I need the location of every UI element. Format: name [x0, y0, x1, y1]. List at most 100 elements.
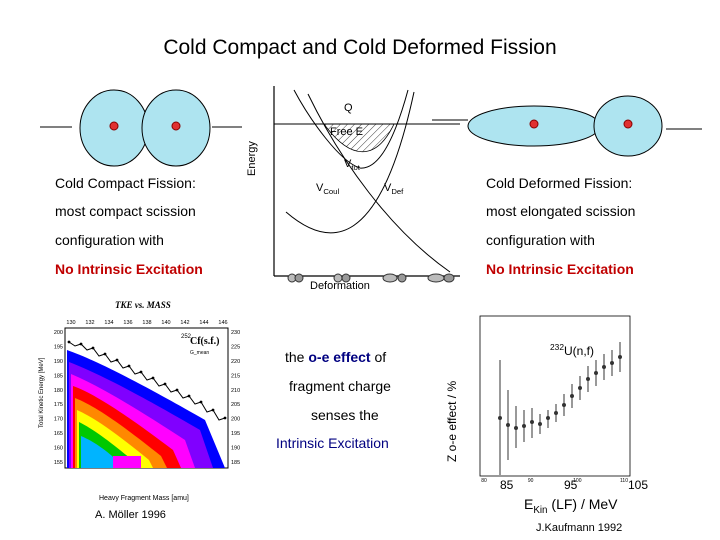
center-suffix: of [370, 349, 387, 365]
tke-y-ticks-right: 230 225 220 215 210 205 200 195 190 185 [231, 330, 240, 466]
oe-credit: J.Kaufmann 1992 [536, 522, 623, 534]
tke-y-tick: 185 [54, 373, 63, 379]
deformed-dot-2 [623, 119, 633, 129]
tke-y-tick-right: 210 [231, 388, 240, 394]
tke-ylabel: Total Kinetic Energy [MeV] [39, 357, 45, 428]
tke-x-tick: 140 [161, 320, 170, 326]
tke-y-tick: 195 [54, 344, 63, 350]
oe-plot-frame [479, 315, 631, 477]
deformed-line-1: most elongated scission [486, 203, 636, 219]
free-e-label: Free E [330, 126, 364, 138]
deformation-shape-icons [287, 273, 455, 283]
tke-y-tick-right: 215 [231, 373, 240, 379]
compact-heading: Cold Compact Fission: [55, 175, 196, 191]
energy-diagram [273, 86, 460, 283]
oe-annotation: 232U(n,f) [550, 342, 594, 358]
tke-mass-plot: TKE vs. MASS 130 132 134 136 138 140 142 144 146… [35, 300, 250, 502]
tke-x-tick: 134 [104, 320, 113, 326]
tke-reaction: Cf(s.f.) [190, 336, 219, 347]
vcoul-label: VCoul [316, 182, 339, 196]
oe-annotation-text: U(n,f) [563, 344, 594, 358]
energy-axis-label: Energy [246, 141, 258, 176]
tke-y-tick: 155 [54, 460, 63, 466]
oe-small-x-tick: 100 [573, 478, 582, 484]
tke-title: TKE vs. MASS [115, 300, 171, 310]
vcoul-sub: Coul [323, 187, 340, 197]
tke-y-tick-right: 225 [231, 344, 240, 350]
oe-x-tick: 105 [628, 478, 649, 492]
oe-annotation-sup: 232 [550, 342, 564, 352]
tke-y-tick: 175 [54, 402, 63, 408]
tke-y-tick: 180 [54, 388, 63, 394]
vdef-curve [285, 91, 415, 234]
tke-y-ticks: 200 195 190 185 180 175 170 165 160 155 [54, 330, 63, 466]
deformation-axis-label: Deformation [310, 280, 370, 292]
vcoul-curve [307, 93, 451, 273]
tke-reaction-sup: 252 [181, 334, 192, 340]
tke-y-tick: 165 [54, 431, 63, 437]
oe-effect-term: o-e effect [308, 349, 371, 365]
oe-effect-plot: 80 90 100 110 [479, 315, 631, 484]
tke-contour-bands [67, 350, 225, 468]
tke-y-tick-right: 200 [231, 417, 240, 423]
tke-x-ticks: 130 132 134 136 138 140 142 144 146 [66, 320, 227, 326]
tke-x-tick: 130 [66, 320, 75, 326]
vdef-sub: Def [391, 187, 404, 197]
tke-y-tick: 200 [54, 330, 63, 336]
tke-y-tick: 170 [54, 417, 63, 423]
oe-data-points [498, 342, 622, 475]
oe-small-x-tick: 80 [481, 478, 487, 484]
slide-title: Cold Compact and Cold Deformed Fission [163, 36, 557, 59]
fragment-sketches [40, 89, 702, 167]
vdef-label: VDef [384, 182, 403, 196]
oe-ylabel: Z o-e effect / % [445, 380, 459, 462]
compact-dot-2 [171, 121, 181, 131]
tke-mean-curve [68, 341, 226, 421]
oe-xlabel-main: E [524, 496, 534, 512]
q-label: Q [344, 102, 353, 114]
vtot-sub: tot [351, 163, 360, 173]
tke-credit: A. Möller 1996 [95, 509, 166, 521]
tke-x-tick: 136 [123, 320, 132, 326]
tke-x-tick: 142 [180, 320, 189, 326]
tke-y-tick: 160 [54, 446, 63, 452]
oe-small-x-tick: 90 [528, 478, 534, 484]
vtot-curve [293, 89, 409, 169]
vdef-v: V [384, 182, 392, 194]
center-line-2: fragment charge [289, 378, 391, 394]
deformed-heading: Cold Deformed Fission: [486, 175, 633, 191]
tke-y-tick-right: 230 [231, 330, 240, 336]
compact-dot-1 [109, 121, 119, 131]
oe-small-x-ticks: 80 90 100 110 [481, 478, 628, 484]
oe-x-tick: 95 [564, 478, 578, 492]
center-highlight: Intrinsic Excitation [276, 435, 389, 451]
deformed-highlight: No Intrinsic Excitation [486, 261, 634, 277]
vtot-label: Vtot [344, 158, 360, 172]
center-prefix: the [285, 349, 309, 365]
tke-x-tick: 146 [218, 320, 227, 326]
tke-x-tick: 144 [199, 320, 208, 326]
vcoul-v: V [316, 182, 324, 194]
tke-y-tick-right: 185 [231, 460, 240, 466]
vtot-v: V [344, 158, 352, 170]
tke-y-tick-right: 205 [231, 402, 240, 408]
tke-y-tick-right: 195 [231, 431, 240, 437]
oe-xlabel-rest: (LF) / MeV [547, 496, 618, 512]
oe-xlabel: EKin (LF) / MeV [524, 496, 618, 516]
tke-mean-points [67, 340, 227, 420]
compact-line-2: configuration with [55, 232, 164, 248]
deformed-line-2: configuration with [486, 232, 595, 248]
tke-y-tick-right: 190 [231, 446, 240, 452]
tke-x-tick: 132 [85, 320, 94, 326]
tke-x-tick: 138 [142, 320, 151, 326]
center-line-1: the o-e effect of [285, 349, 386, 365]
oe-x-ticks: 85 95 105 [500, 478, 650, 494]
oe-small-x-tick: 110 [620, 478, 628, 484]
compact-line-1: most compact scission [55, 203, 196, 219]
free-energy-region [323, 123, 395, 152]
tke-xlabel: Heavy Fragment Mass [amu] [99, 495, 189, 502]
oe-xlabel-sub: Kin [533, 504, 548, 516]
tke-legend-label: G_mean [190, 350, 209, 356]
oe-x-tick: 85 [500, 478, 514, 492]
deformed-dot-1 [529, 119, 539, 129]
